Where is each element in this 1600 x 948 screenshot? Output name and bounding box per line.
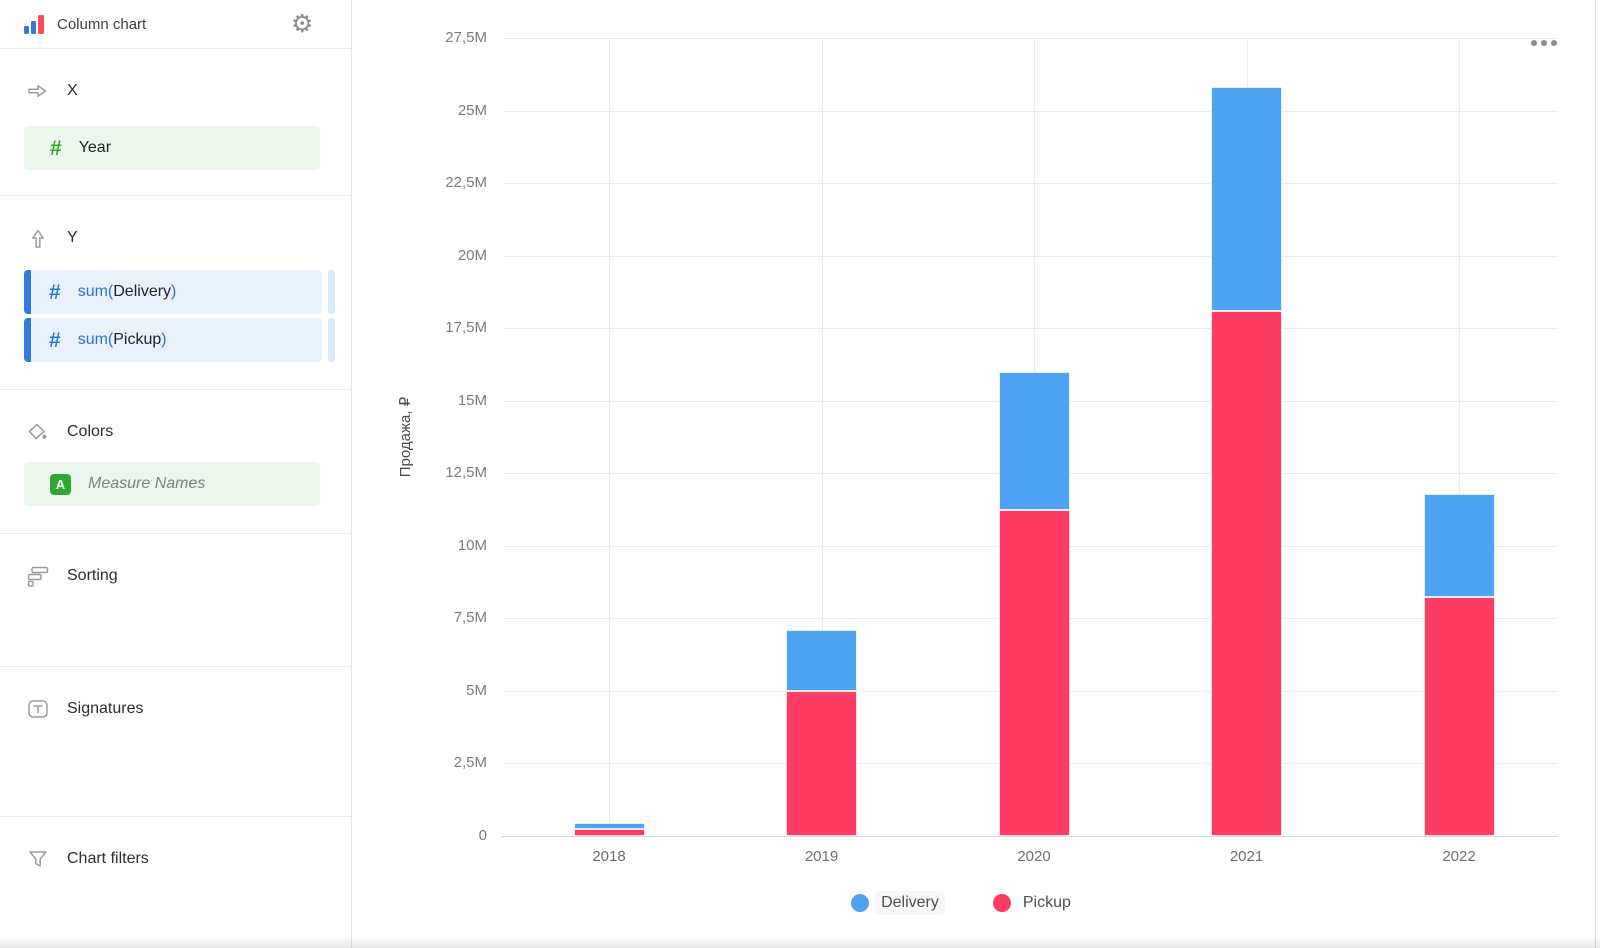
y-tick-label: 10M [457,537,487,554]
sidebar-header: Column chart ⚙ [0,0,351,49]
section-chart-filters: Chart filters [0,817,351,948]
bar-2020-delivery[interactable] [998,371,1070,510]
y-tick-label: 5M [466,682,487,699]
y-tick-label: 12,5M [445,464,487,481]
y-tick-label: 20M [457,247,487,264]
arrow-right-icon [28,85,47,97]
field-pill-sum-delivery[interactable]: # sum(Delivery) [24,270,322,314]
y-tick-label: 7,5M [453,609,487,626]
y-field-row-delivery: # sum(Delivery) [24,270,351,314]
section-signatures: Signatures [0,667,351,817]
section-x: X # Year [0,49,351,196]
section-sorting-header: Sorting [0,562,351,590]
legend-dot-delivery [851,894,870,912]
aggregation-close: ) [161,331,167,348]
aggregation-close: ) [171,283,177,300]
y-tick-label: 17,5M [445,319,487,336]
field-pill-sum-pickup[interactable]: # sum(Pickup) [24,318,322,362]
number-hash-icon: # [49,328,61,352]
gridline-horizontal [503,328,1558,329]
bar-2018-delivery[interactable] [573,822,645,829]
settings-gear-icon[interactable]: ⚙ [291,9,314,38]
colors-field-row: A Measure Names [24,462,351,506]
y-axis-title: Продажа, ₽ [397,396,414,478]
sorting-icon [27,566,49,587]
pill-stack-edge [328,318,335,362]
field-name: Pickup [113,331,162,348]
x-tick-label: 2021 [1229,848,1264,865]
chart-preview-panel: 0 2,5M 5M 7,5M 10M 12,5M 15M 17,5M 20M 22,5M 25M 27… [353,0,1600,948]
x-axis-line [501,836,1558,837]
section-colors-header: Colors [0,418,351,446]
bar-2022-pickup[interactable] [1423,596,1495,836]
section-signatures-label: Signatures [67,700,144,717]
chart-type-title: Column chart [57,15,147,33]
bar-2020-pickup[interactable] [998,509,1070,836]
gridline-horizontal [503,183,1558,184]
y-tick-label: 15M [457,392,487,409]
section-signatures-header: Signatures [0,695,351,723]
section-y-label: Y [67,229,78,246]
section-chart-filters-header: Chart filters [0,845,351,873]
gridline-horizontal [503,111,1558,112]
column-chart-icon [24,14,44,34]
section-y-header: Y [0,224,351,252]
bar-2019-pickup[interactable] [786,690,857,836]
legend-dot-pickup [992,894,1011,912]
legend-label: Pickup [1022,894,1071,911]
bar-2021-pickup[interactable] [1211,310,1282,836]
field-pill-measure-names[interactable]: A Measure Names [24,462,320,506]
section-colors: Colors A Measure Names [0,390,351,534]
legend-item-pickup[interactable]: Pickup [992,894,1071,912]
number-hash-icon: # [49,280,61,304]
section-colors-label: Colors [67,423,114,440]
funnel-filter-icon [29,851,47,867]
section-sorting-label: Sorting [67,567,118,584]
y-tick-label: 0 [478,827,487,844]
panel-right-border [1595,0,1596,948]
legend-label: Delivery [875,891,945,915]
x-field-row: # Year [24,126,351,170]
y-tick-label: 2,5M [453,754,487,771]
y-tick-label: 27,5M [445,29,487,46]
section-x-label: X [67,82,78,99]
aggregation-prefix: sum( [77,283,114,300]
chart-legend: Delivery Pickup [433,885,1489,921]
pill-stack-edge [328,270,335,314]
x-tick-label: 2019 [804,848,839,865]
arrow-up-icon [32,229,44,248]
section-chart-filters-label: Chart filters [67,850,149,867]
x-tick-label: 2022 [1442,848,1476,865]
measure-names-a-icon: A [50,473,71,495]
text-signatures-icon [28,700,48,718]
field-pill-year[interactable]: # Year [24,126,320,170]
field-name: Delivery [113,283,172,300]
legend-item-delivery[interactable]: Delivery [851,891,945,915]
section-x-header: X [0,77,351,105]
aggregation-prefix: sum( [77,331,114,348]
x-tick-label: 2020 [1017,848,1051,865]
x-tick-label: 2018 [592,848,626,865]
bar-2022-delivery[interactable] [1423,493,1495,597]
y-field-row-pickup: # sum(Pickup) [24,318,351,362]
gridline-vertical [1459,38,1460,836]
bar-2019-delivery[interactable] [786,629,857,691]
number-hash-icon: # [50,136,62,160]
bar-2021-delivery[interactable] [1211,87,1282,311]
field-name: Measure Names [88,475,206,492]
y-tick-label: 25M [457,102,487,119]
y-tick-label: 22,5M [445,174,487,191]
gridline-horizontal [503,256,1558,257]
sidebar: Column chart ⚙ X # Year [0,0,352,948]
field-name: Year [78,139,112,156]
gridline-horizontal [503,38,1558,39]
gridline-vertical [821,38,823,836]
chart-menu-ellipsis-icon[interactable] [1527,36,1561,50]
section-sorting: Sorting [0,534,351,667]
bar-2018-pickup[interactable] [573,828,645,836]
gridline-vertical [609,38,610,836]
section-y: Y # sum(Delivery) # sum(Pickup) [0,196,351,390]
paint-bucket-icon [28,423,47,440]
